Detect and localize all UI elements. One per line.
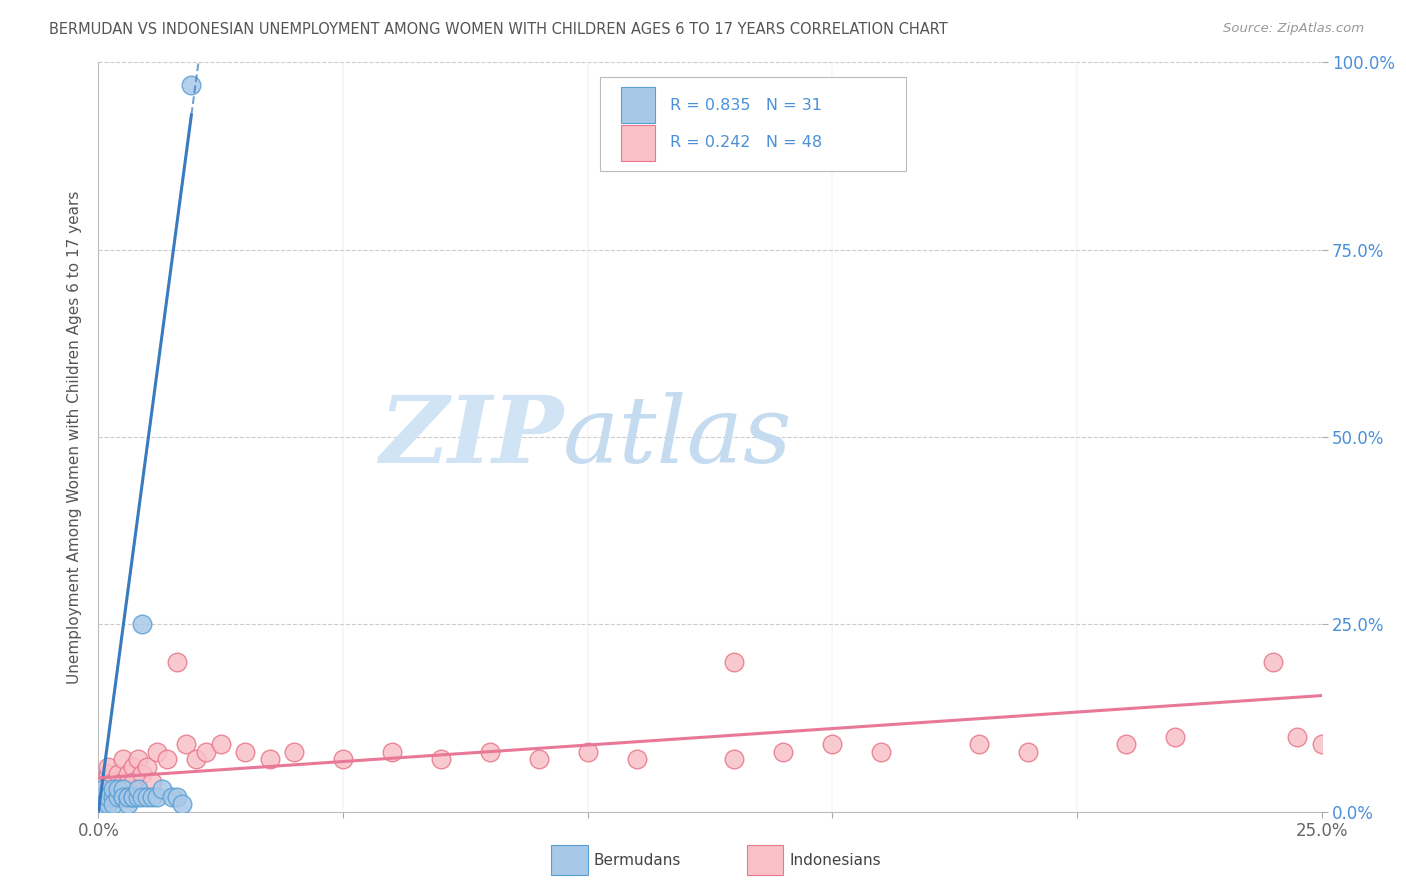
Point: [101, 789, 124, 804]
FancyBboxPatch shape: [600, 78, 905, 171]
Point: [1017, 745, 1039, 759]
Point: [136, 789, 159, 804]
Point: [723, 752, 745, 766]
Point: [121, 774, 143, 789]
Point: [107, 782, 129, 797]
Point: [121, 760, 143, 774]
Point: [127, 782, 149, 797]
Point: [967, 737, 990, 751]
Point: [1286, 730, 1309, 744]
Point: [176, 737, 198, 751]
Text: R = 0.242   N = 48: R = 0.242 N = 48: [669, 135, 821, 150]
Point: [91, 782, 114, 797]
FancyBboxPatch shape: [620, 125, 655, 161]
Point: [195, 745, 218, 759]
Point: [91, 774, 114, 789]
Point: [117, 782, 139, 797]
Point: [156, 752, 179, 766]
Point: [772, 745, 794, 759]
Point: [107, 782, 129, 797]
Point: [332, 752, 354, 766]
Point: [1310, 737, 1333, 751]
Text: Bermudans: Bermudans: [593, 853, 681, 868]
Point: [111, 789, 134, 804]
Point: [1261, 655, 1284, 669]
Point: [186, 752, 208, 766]
Point: [136, 760, 159, 774]
Point: [101, 797, 124, 812]
Y-axis label: Unemployment Among Women with Children Ages 6 to 17 years: Unemployment Among Women with Children A…: [67, 190, 83, 684]
Point: [91, 789, 114, 804]
Point: [97, 760, 120, 774]
Point: [150, 782, 173, 797]
Point: [209, 737, 232, 751]
Point: [160, 789, 183, 804]
Point: [141, 774, 163, 789]
Point: [381, 745, 404, 759]
Point: [97, 789, 120, 804]
Point: [166, 655, 188, 669]
Point: [576, 745, 599, 759]
Point: [166, 789, 188, 804]
Text: R = 0.835   N = 31: R = 0.835 N = 31: [669, 97, 821, 112]
Point: [97, 789, 120, 804]
Point: [127, 752, 149, 766]
Point: [111, 752, 134, 766]
Point: [1164, 730, 1187, 744]
Point: [111, 774, 134, 789]
Point: [527, 752, 550, 766]
Point: [117, 789, 139, 804]
Point: [233, 745, 256, 759]
Point: [430, 752, 453, 766]
Text: Source: ZipAtlas.com: Source: ZipAtlas.com: [1223, 22, 1364, 36]
Point: [101, 774, 124, 789]
Text: atlas: atlas: [564, 392, 793, 482]
Point: [111, 789, 134, 804]
Point: [127, 789, 149, 804]
Point: [131, 767, 153, 781]
Point: [117, 767, 139, 781]
Point: [146, 789, 169, 804]
Point: [121, 789, 143, 804]
Point: [91, 797, 114, 812]
Point: [478, 745, 501, 759]
Point: [626, 752, 648, 766]
Point: [117, 797, 139, 812]
Point: [131, 789, 153, 804]
Point: [97, 767, 120, 781]
Point: [170, 797, 193, 812]
Point: [101, 782, 124, 797]
Point: [146, 745, 169, 759]
Point: [870, 745, 893, 759]
Point: [107, 789, 129, 804]
Text: Indonesians: Indonesians: [790, 853, 882, 868]
Point: [97, 782, 120, 797]
Point: [259, 752, 281, 766]
Point: [821, 737, 844, 751]
FancyBboxPatch shape: [620, 87, 655, 123]
FancyBboxPatch shape: [747, 846, 783, 875]
Point: [141, 789, 163, 804]
Point: [131, 617, 153, 632]
Text: BERMUDAN VS INDONESIAN UNEMPLOYMENT AMONG WOMEN WITH CHILDREN AGES 6 TO 17 YEARS: BERMUDAN VS INDONESIAN UNEMPLOYMENT AMON…: [49, 22, 948, 37]
Point: [1115, 737, 1137, 751]
Point: [121, 789, 143, 804]
Point: [180, 78, 202, 92]
Point: [111, 782, 134, 797]
Point: [723, 655, 745, 669]
Point: [97, 797, 120, 812]
Point: [107, 767, 129, 781]
Point: [117, 789, 139, 804]
Point: [283, 745, 305, 759]
Text: ZIP: ZIP: [380, 392, 564, 482]
Point: [101, 789, 124, 804]
FancyBboxPatch shape: [551, 846, 588, 875]
Point: [91, 789, 114, 804]
